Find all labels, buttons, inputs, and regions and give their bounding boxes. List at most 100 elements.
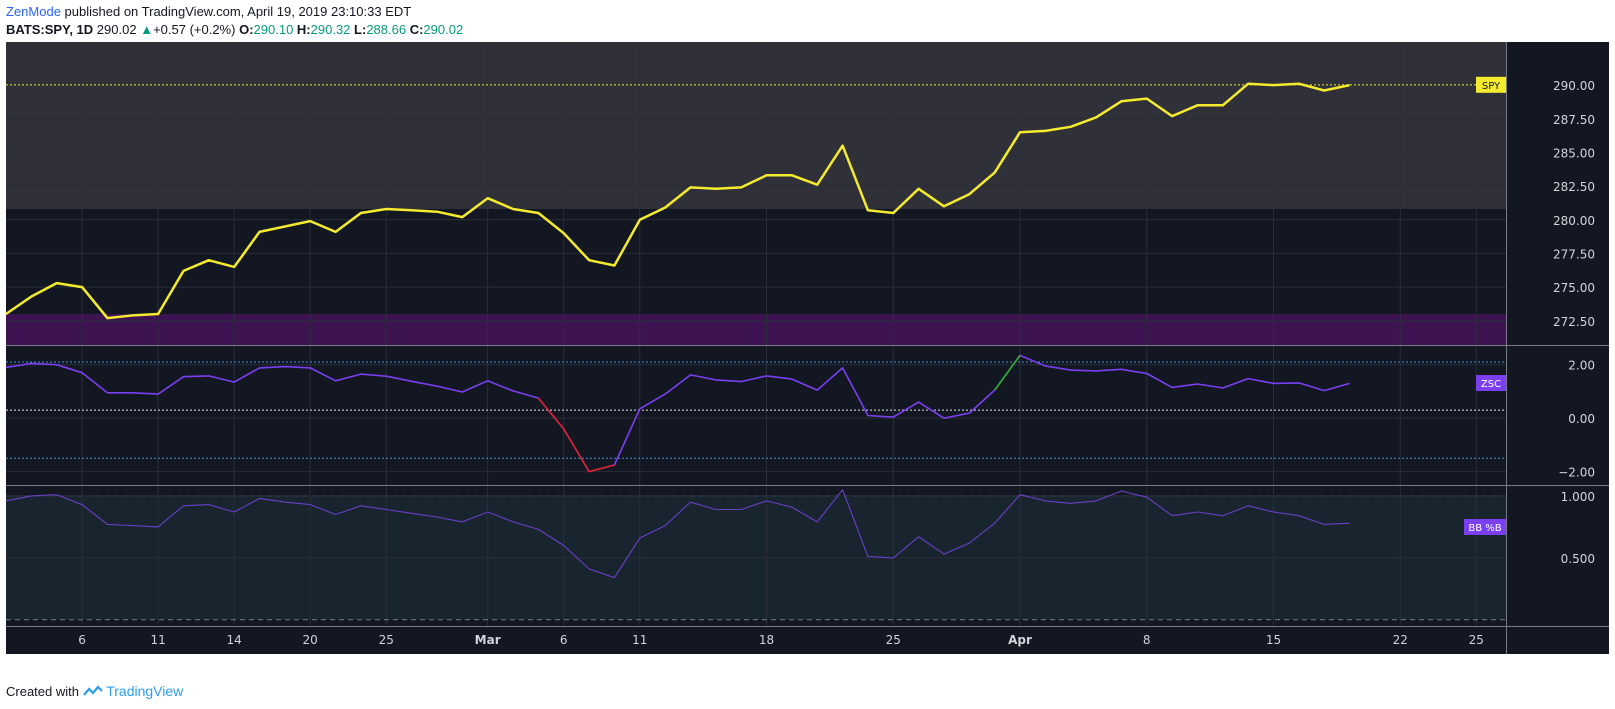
low-label: L: xyxy=(354,22,367,37)
data-point xyxy=(638,537,641,540)
data-point xyxy=(1120,100,1123,103)
data-point xyxy=(588,470,591,473)
data-point xyxy=(1069,125,1072,128)
data-point xyxy=(1019,493,1022,496)
data-point xyxy=(81,286,84,289)
data-point xyxy=(283,225,286,228)
data-point xyxy=(283,501,286,504)
data-point xyxy=(1323,523,1326,526)
price-zone xyxy=(6,314,1506,345)
data-point xyxy=(1145,97,1148,100)
data-point xyxy=(765,374,768,377)
data-point xyxy=(1044,129,1047,132)
data-point xyxy=(5,366,8,369)
data-point xyxy=(309,220,312,223)
data-point xyxy=(664,524,667,527)
data-point xyxy=(1145,496,1148,499)
data-point xyxy=(359,373,362,376)
data-point xyxy=(537,397,540,400)
data-point xyxy=(1044,499,1047,502)
data-point xyxy=(30,295,33,298)
series-tag xyxy=(1476,375,1506,391)
data-point xyxy=(740,186,743,189)
data-point xyxy=(968,412,971,415)
symbol-label: BATS:SPY, 1D xyxy=(6,22,94,37)
data-point xyxy=(1221,386,1224,389)
data-point xyxy=(942,205,945,208)
data-point xyxy=(512,520,515,523)
data-point xyxy=(790,378,793,381)
data-point xyxy=(410,209,413,212)
publish-line: ZenMode published on TradingView.com, Ap… xyxy=(6,4,1606,22)
data-point xyxy=(664,206,667,209)
low-value: 288.66 xyxy=(366,22,407,37)
data-point xyxy=(334,230,337,233)
data-point xyxy=(638,407,641,410)
data-point xyxy=(841,144,844,147)
data-point xyxy=(486,197,489,200)
data-point xyxy=(664,393,667,396)
data-point xyxy=(207,374,210,377)
data-point xyxy=(1272,84,1275,87)
tradingview-logo-icon xyxy=(82,684,107,699)
data-point xyxy=(1348,522,1351,525)
data-point xyxy=(816,183,819,186)
price-zone xyxy=(6,42,1506,209)
high-value: 290.32 xyxy=(310,22,351,37)
data-point xyxy=(1247,377,1250,380)
x-tick-label: 6 xyxy=(78,633,86,647)
data-point xyxy=(106,523,109,526)
data-point xyxy=(993,171,996,174)
y-tick-label: 275.00 xyxy=(1553,281,1595,295)
data-point xyxy=(182,375,185,378)
y-tick-label: 272.50 xyxy=(1553,315,1595,329)
data-point xyxy=(207,259,210,262)
series-line-0 xyxy=(5,82,1350,320)
data-point xyxy=(892,416,895,419)
data-point xyxy=(512,207,515,210)
data-point xyxy=(765,499,768,502)
tradingview-brand[interactable]: TradingView xyxy=(106,683,184,699)
ohlc-line: BATS:SPY, 1D 290.02 ▲+0.57 (+0.2%) O:290… xyxy=(6,22,1606,40)
data-point xyxy=(1095,499,1098,502)
data-point xyxy=(1069,369,1072,372)
data-point xyxy=(841,488,844,491)
data-point xyxy=(1323,89,1326,92)
data-point xyxy=(993,522,996,525)
data-point xyxy=(1196,104,1199,107)
zsc-down-segment xyxy=(537,397,615,473)
data-point xyxy=(790,506,793,509)
data-point xyxy=(613,463,616,466)
series-line-1 xyxy=(5,354,1350,473)
data-point xyxy=(1247,82,1250,85)
data-point xyxy=(1171,115,1174,118)
author-link[interactable]: ZenMode xyxy=(6,4,61,19)
x-tick-label: 14 xyxy=(227,633,242,647)
data-point xyxy=(1196,511,1199,514)
data-point xyxy=(1323,389,1326,392)
data-point xyxy=(1120,489,1123,492)
data-point xyxy=(740,380,743,383)
data-point xyxy=(157,313,160,316)
x-tick-label: 25 xyxy=(886,633,901,647)
data-point xyxy=(435,515,438,518)
x-tick-label: 6 xyxy=(560,633,568,647)
data-point xyxy=(1297,381,1300,384)
y-tick-label: 290.00 xyxy=(1553,79,1595,93)
close-label: C: xyxy=(409,22,424,37)
open-label: O: xyxy=(239,22,254,37)
y-tick-label: 0.00 xyxy=(1568,412,1595,426)
data-point xyxy=(841,366,844,369)
data-point xyxy=(765,174,768,177)
data-point xyxy=(131,391,134,394)
data-point xyxy=(1348,84,1351,87)
data-point xyxy=(689,373,692,376)
data-point xyxy=(207,503,210,506)
data-point xyxy=(1348,382,1351,385)
series-label: ZSC xyxy=(1481,379,1501,390)
data-point xyxy=(233,381,236,384)
data-point xyxy=(334,513,337,516)
data-point xyxy=(309,366,312,369)
data-point xyxy=(334,379,337,382)
